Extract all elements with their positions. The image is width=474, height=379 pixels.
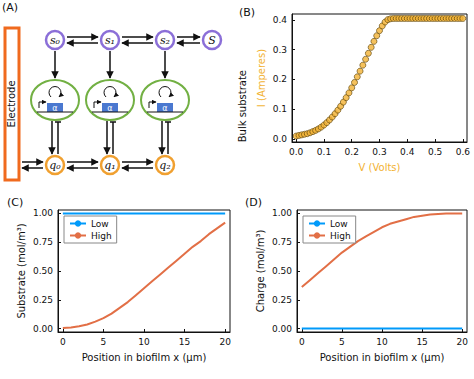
svg-text:0.75: 0.75 <box>33 237 53 247</box>
svg-text:0.6: 0.6 <box>456 147 471 157</box>
svg-text:V (Volts): V (Volts) <box>359 162 401 173</box>
svg-text:0.25: 0.25 <box>33 295 53 305</box>
svg-text:Electrode: Electrode <box>6 80 17 127</box>
svg-text:q₂: q₂ <box>159 159 170 172</box>
svg-text:0.5: 0.5 <box>428 147 442 157</box>
svg-text:0.1: 0.1 <box>317 147 331 157</box>
svg-text:α: α <box>52 104 57 113</box>
svg-text:(B): (B) <box>239 6 255 19</box>
svg-text:20: 20 <box>219 337 231 347</box>
svg-text:0: 0 <box>299 337 305 347</box>
svg-text:(D): (D) <box>245 196 262 209</box>
svg-text:0.0: 0.0 <box>273 134 288 144</box>
svg-text:s₂: s₂ <box>160 34 170 47</box>
svg-text:15: 15 <box>179 337 190 347</box>
svg-text:High: High <box>330 231 351 241</box>
svg-text:0.2: 0.2 <box>273 74 287 84</box>
svg-text:s₀: s₀ <box>50 34 61 47</box>
svg-text:Low: Low <box>91 219 109 229</box>
svg-text:0.00: 0.00 <box>33 324 53 334</box>
svg-text:0.00: 0.00 <box>272 324 292 334</box>
svg-text:1.00: 1.00 <box>272 208 292 218</box>
svg-text:α: α <box>107 104 112 113</box>
svg-text:5: 5 <box>101 337 107 347</box>
svg-text:(A): (A) <box>2 1 18 14</box>
svg-text:(C): (C) <box>7 196 23 209</box>
svg-text:5: 5 <box>339 337 345 347</box>
svg-text:Charge (mol/m³): Charge (mol/m³) <box>255 230 266 313</box>
svg-text:0.50: 0.50 <box>33 266 53 276</box>
svg-text:0.4: 0.4 <box>400 147 415 157</box>
svg-text:0.50: 0.50 <box>272 266 292 276</box>
svg-text:0.3: 0.3 <box>273 45 287 55</box>
svg-text:α: α <box>162 104 167 113</box>
svg-text:0: 0 <box>60 337 66 347</box>
svg-text:S: S <box>208 34 216 47</box>
svg-text:0.25: 0.25 <box>272 295 292 305</box>
svg-text:0.2: 0.2 <box>345 147 359 157</box>
svg-text:0.4: 0.4 <box>273 15 288 25</box>
svg-text:I (Amperes): I (Amperes) <box>256 49 267 107</box>
svg-text:0.75: 0.75 <box>272 237 292 247</box>
svg-text:High: High <box>91 231 112 241</box>
svg-text:Low: Low <box>330 219 348 229</box>
svg-text:Position in biofilm x (μm): Position in biofilm x (μm) <box>320 352 445 363</box>
svg-text:Position in biofilm x (μm): Position in biofilm x (μm) <box>82 352 207 363</box>
svg-text:10: 10 <box>138 337 150 347</box>
svg-text:0.3: 0.3 <box>372 147 386 157</box>
svg-text:Bulk substrate: Bulk substrate <box>237 70 248 142</box>
svg-text:10: 10 <box>376 337 388 347</box>
svg-text:Substrate (mol/m³): Substrate (mol/m³) <box>16 223 27 318</box>
svg-text:s₁: s₁ <box>105 34 115 47</box>
svg-text:20: 20 <box>456 337 468 347</box>
svg-text:0.1: 0.1 <box>273 104 287 114</box>
svg-text:q₁: q₁ <box>104 159 115 172</box>
svg-text:15: 15 <box>416 337 427 347</box>
svg-text:1.00: 1.00 <box>33 208 53 218</box>
svg-text:0.0: 0.0 <box>289 147 304 157</box>
svg-text:q₀: q₀ <box>49 159 61 172</box>
